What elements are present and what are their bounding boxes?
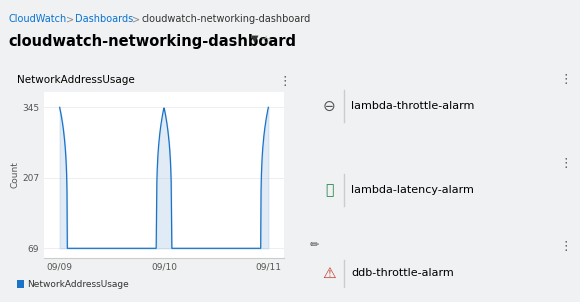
Text: ▼: ▼ xyxy=(251,34,258,44)
Text: cloudwatch-networking-dashboard: cloudwatch-networking-dashboard xyxy=(142,14,311,24)
Text: ddb-throttle-alarm: ddb-throttle-alarm xyxy=(351,268,454,278)
Text: ✅: ✅ xyxy=(325,183,334,197)
Text: ✏: ✏ xyxy=(310,240,320,250)
Text: ⚠: ⚠ xyxy=(322,265,336,281)
Text: ⊖: ⊖ xyxy=(323,98,336,114)
Text: Dashboards: Dashboards xyxy=(75,14,133,24)
Text: lambda-latency-alarm: lambda-latency-alarm xyxy=(351,185,474,195)
Text: ☆: ☆ xyxy=(260,34,270,47)
Text: NetworkAddressUsage: NetworkAddressUsage xyxy=(27,280,129,288)
Text: >: > xyxy=(132,14,140,24)
Text: ⋮: ⋮ xyxy=(278,75,291,88)
Text: lambda-throttle-alarm: lambda-throttle-alarm xyxy=(351,101,474,111)
Text: CloudWatch: CloudWatch xyxy=(8,14,66,24)
Text: ⋮: ⋮ xyxy=(559,73,571,86)
Text: ⋮: ⋮ xyxy=(559,240,571,253)
Text: >: > xyxy=(66,14,74,24)
Bar xyxy=(16,280,24,288)
Y-axis label: Count: Count xyxy=(10,162,19,188)
Text: cloudwatch-networking-dashboard: cloudwatch-networking-dashboard xyxy=(8,34,296,49)
Text: NetworkAddressUsage: NetworkAddressUsage xyxy=(16,75,135,85)
Text: ⋮: ⋮ xyxy=(559,157,571,170)
